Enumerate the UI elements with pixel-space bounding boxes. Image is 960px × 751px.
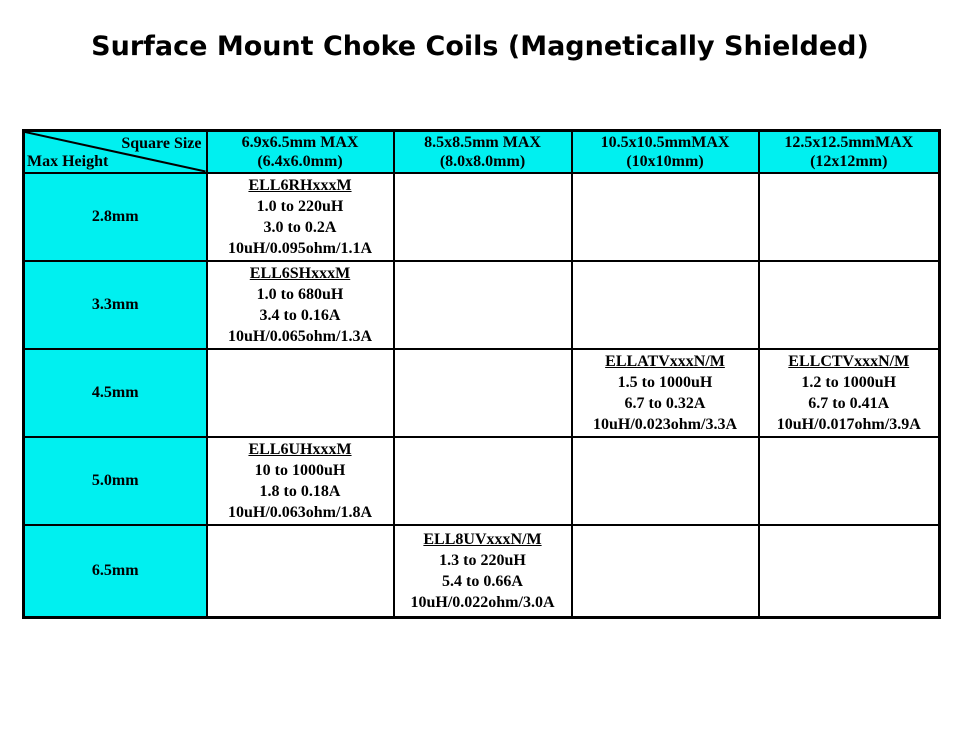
table-row-2-8mm: 2.8mm ELL6RHxxxM 1.0 to 220uH 3.0 to 0.2… <box>22 171 941 262</box>
inductance-range: 1.3 to 220uH <box>439 551 526 569</box>
current-range: 6.7 to 0.32A <box>624 394 706 412</box>
part-cell-ell6rh: ELL6RHxxxM 1.0 to 220uH 3.0 to 0.2A 10uH… <box>205 171 395 262</box>
row-header-max-height: 3.3mm <box>22 259 208 350</box>
part-cell-ell8uv: ELL8UVxxxN/M 1.3 to 220uH 5.4 to 0.66A 1… <box>392 523 573 619</box>
empty-cell <box>757 435 941 526</box>
spec-line: 10uH/0.063ohm/1.8A <box>227 503 372 521</box>
part-number: ELLATVxxxN/M <box>605 352 725 370</box>
row-header-max-height: 2.8mm <box>22 171 208 262</box>
header-row: Square Size Max Height 6.9x6.5mm MAX (6.… <box>22 129 941 174</box>
spec-line: 10uH/0.023ohm/3.3A <box>592 415 737 433</box>
empty-cell <box>757 523 941 619</box>
spec-line: 10uH/0.065ohm/1.3A <box>227 327 372 345</box>
part-cell-ell6sh: ELL6SHxxxM 1.0 to 680uH 3.4 to 0.16A 10u… <box>205 259 395 350</box>
column-inner-size-label: (10x10mm) <box>626 152 704 170</box>
part-cell-ellctv: ELLCTVxxxN/M 1.2 to 1000uH 6.7 to 0.41A … <box>757 347 941 438</box>
spec-line: 10uH/0.095ohm/1.1A <box>227 239 372 257</box>
empty-cell <box>757 259 941 350</box>
part-number: ELL6UHxxxM <box>248 440 352 458</box>
column-header-10-5: 10.5x10.5mmMAX (10x10mm) <box>570 129 760 174</box>
table-row-4-5mm: 4.5mm ELLATVxxxN/M 1.5 to 1000uH 6.7 to … <box>22 347 941 438</box>
inductance-range: 1.2 to 1000uH <box>801 373 897 391</box>
table-row-3-3mm: 3.3mm ELL6SHxxxM 1.0 to 680uH 3.4 to 0.1… <box>22 259 941 350</box>
column-size-label: 8.5x8.5mm MAX <box>424 133 541 151</box>
empty-cell <box>392 171 573 262</box>
column-inner-size-label: (12x12mm) <box>810 152 888 170</box>
column-size-label: 6.9x6.5mm MAX <box>241 133 359 151</box>
inductance-range: 10 to 1000uH <box>254 461 346 479</box>
empty-cell <box>205 523 395 619</box>
empty-cell <box>570 171 760 262</box>
empty-cell <box>205 347 395 438</box>
page-title: Surface Mount Choke Coils (Magnetically … <box>91 31 869 62</box>
empty-cell <box>757 171 941 262</box>
empty-cell <box>570 435 760 526</box>
part-number: ELL8UVxxxN/M <box>423 530 542 548</box>
empty-cell <box>570 259 760 350</box>
part-cell-ellatv: ELLATVxxxN/M 1.5 to 1000uH 6.7 to 0.32A … <box>570 347 760 438</box>
inductance-range: 1.5 to 1000uH <box>617 373 713 391</box>
empty-cell <box>570 523 760 619</box>
spec-line: 10uH/0.017ohm/3.9A <box>776 415 921 433</box>
current-range: 1.8 to 0.18A <box>259 482 341 500</box>
spec-line: 10uH/0.022ohm/3.0A <box>410 593 555 611</box>
part-cell-ell6uh: ELL6UHxxxM 10 to 1000uH 1.8 to 0.18A 10u… <box>205 435 395 526</box>
current-range: 6.7 to 0.41A <box>808 394 890 412</box>
empty-cell <box>392 435 573 526</box>
empty-cell <box>392 347 573 438</box>
row-header-max-height: 6.5mm <box>22 523 208 619</box>
row-header-max-height: 5.0mm <box>22 435 208 526</box>
corner-label-square-size: Square Size <box>121 135 202 152</box>
column-inner-size-label: (6.4x6.0mm) <box>257 152 343 170</box>
column-header-6-9: 6.9x6.5mm MAX (6.4x6.0mm) <box>205 129 395 174</box>
part-number: ELL6SHxxxM <box>249 264 351 282</box>
part-number: ELL6RHxxxM <box>248 176 352 194</box>
choke-coil-spec-table: Square Size Max Height 6.9x6.5mm MAX (6.… <box>22 129 941 619</box>
corner-label-max-height: Max Height <box>27 152 109 170</box>
current-range: 3.4 to 0.16A <box>259 306 341 324</box>
column-header-12-5: 12.5x12.5mmMAX (12x12mm) <box>757 129 941 174</box>
column-header-8-5: 8.5x8.5mm MAX (8.0x8.0mm) <box>392 129 573 174</box>
part-number: ELLCTVxxxN/M <box>788 352 910 370</box>
corner-cell: Square Size Max Height <box>22 129 208 174</box>
column-inner-size-label: (8.0x8.0mm) <box>439 152 526 170</box>
current-range: 5.4 to 0.66A <box>442 572 523 590</box>
column-size-label: 10.5x10.5mmMAX <box>600 133 730 151</box>
column-size-label: 12.5x12.5mmMAX <box>784 133 914 151</box>
table-row-6-5mm: 6.5mm ELL8UVxxxN/M 1.3 to 220uH 5.4 to 0… <box>22 523 941 619</box>
inductance-range: 1.0 to 680uH <box>256 285 344 303</box>
row-header-max-height: 4.5mm <box>22 347 208 438</box>
empty-cell <box>392 259 573 350</box>
inductance-range: 1.0 to 220uH <box>256 197 344 215</box>
slide-page: { "title": "Surface Mount Choke Coils (M… <box>0 31 960 751</box>
table-row-5-0mm: 5.0mm ELL6UHxxxM 10 to 1000uH 1.8 to 0.1… <box>22 435 941 526</box>
current-range: 3.0 to 0.2A <box>263 218 337 236</box>
diagonal-divider-line <box>25 132 206 172</box>
